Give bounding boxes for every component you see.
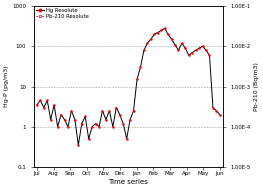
Legend: Hg Resolute, Pb-210 Resolute: Hg Resolute, Pb-210 Resolute <box>35 7 90 20</box>
X-axis label: Time series: Time series <box>108 179 148 185</box>
Y-axis label: Hg-P (pg/m3): Hg-P (pg/m3) <box>4 66 9 107</box>
Y-axis label: Pb-210 (Bq/m3): Pb-210 (Bq/m3) <box>254 62 259 111</box>
